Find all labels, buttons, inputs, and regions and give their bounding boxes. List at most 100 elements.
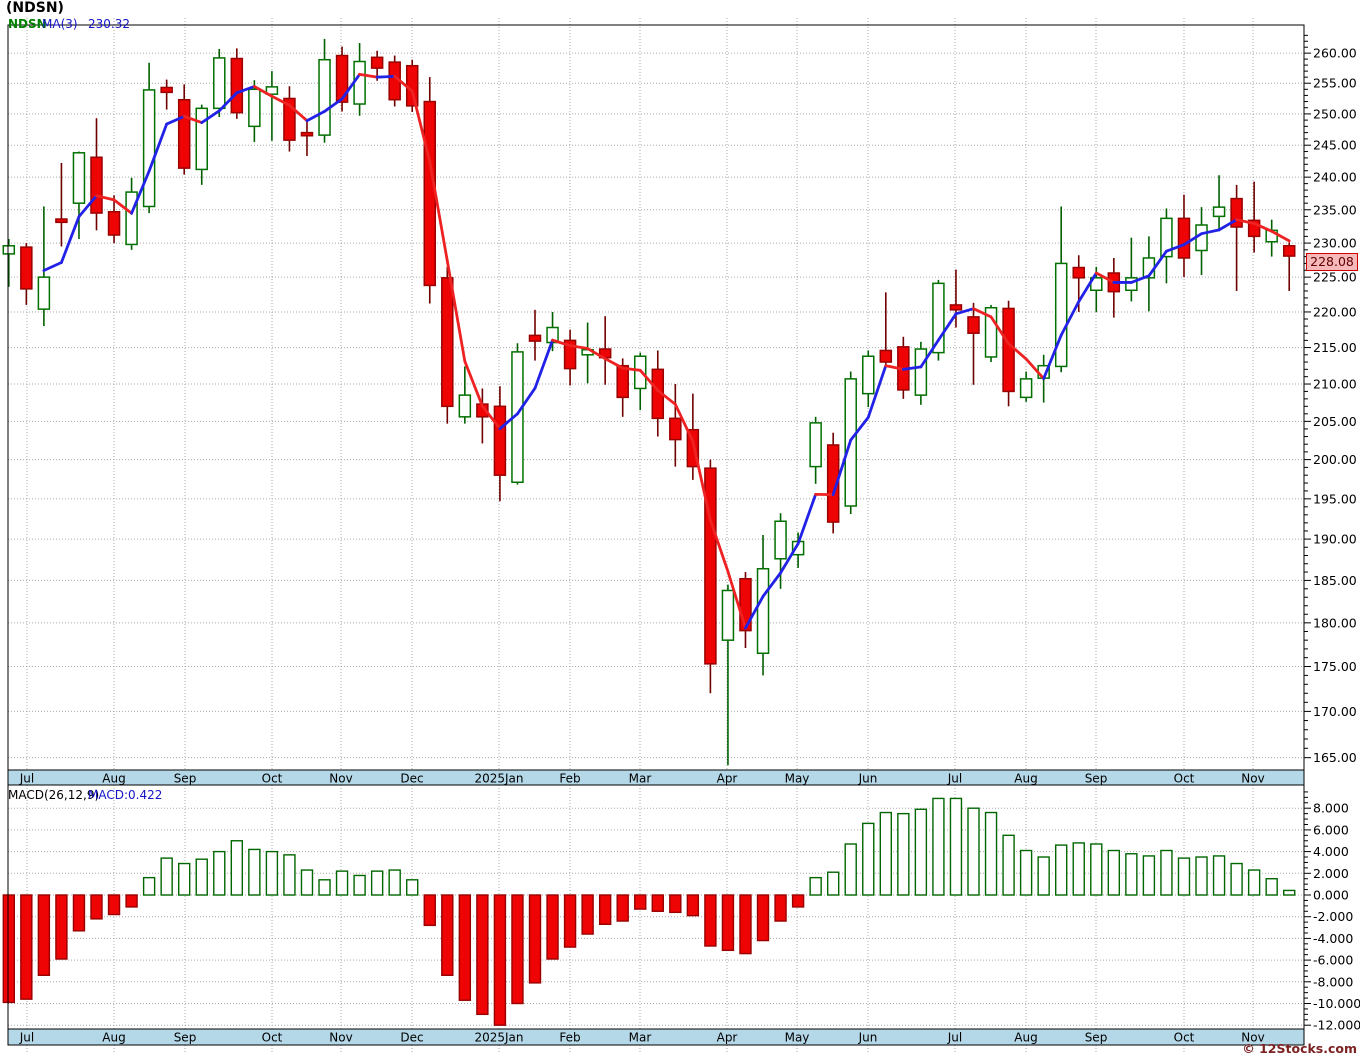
month-label: Sep: [174, 1031, 197, 1045]
month-label: Dec: [400, 772, 423, 786]
macd-bar: [862, 822, 875, 896]
macd-bar: [177, 862, 191, 896]
ma-segment: [95, 194, 116, 202]
macd-bar: [686, 894, 700, 917]
ma-segment: [480, 404, 502, 431]
price-panel-border: [7, 24, 1305, 771]
ma-segment: [1252, 222, 1274, 233]
month-label: Jun: [858, 1031, 878, 1045]
macd-bar: [388, 869, 401, 896]
price-axis-label: 185.00: [1313, 573, 1357, 588]
price-axis-label: 260.00: [1313, 46, 1357, 61]
candle-body-down: [90, 156, 103, 214]
month-label: Sep: [174, 772, 197, 786]
candle-body-up: [142, 89, 156, 208]
month-label: Aug: [102, 772, 125, 786]
ma-segment: [1147, 249, 1168, 278]
macd-bar: [37, 894, 51, 976]
ma-segment: [1059, 300, 1081, 337]
candle-body-up: [774, 520, 787, 560]
macd-bar: [335, 870, 349, 896]
ma-segment: [1077, 271, 1098, 304]
ma-segment: [235, 85, 256, 95]
candle-body-up: [756, 567, 770, 655]
ma-segment: [463, 359, 484, 408]
macd-bar: [107, 894, 121, 916]
candle-body-down: [1177, 217, 1191, 259]
macd-bar: [774, 894, 787, 922]
macd-axis-label: -10.000: [1313, 996, 1360, 1011]
month-label: Nov: [329, 1031, 352, 1045]
macd-bar: [1230, 862, 1243, 896]
macd-bar: [809, 876, 822, 896]
price-axis-label: 230.00: [1313, 236, 1357, 251]
macd-axis-label: 4.000: [1313, 844, 1349, 859]
macd-bar: [528, 894, 542, 984]
ma-segment: [130, 169, 151, 215]
month-label: Oct: [1174, 1031, 1195, 1045]
macd-bar: [20, 894, 33, 1000]
macd-axis-label: -12.000: [1313, 1018, 1360, 1033]
month-label: Sep: [1085, 1031, 1108, 1045]
candle-body-down: [1230, 197, 1243, 228]
ma-segment: [393, 74, 414, 93]
candle-body-down: [160, 86, 173, 94]
ma-segment: [1129, 274, 1151, 284]
macd-bar: [914, 808, 928, 896]
candle-body-up: [458, 394, 472, 418]
candle-body-down: [1002, 307, 1015, 393]
ma-segment: [954, 307, 975, 316]
price-axis-label: 235.00: [1313, 202, 1357, 217]
ma-segment: [989, 315, 1010, 346]
price-axis-label: 175.00: [1313, 659, 1357, 674]
candle-body-up: [125, 191, 138, 246]
candle-body-down: [826, 444, 840, 523]
macd-bar: [879, 811, 892, 896]
ma-segment: [1094, 271, 1116, 284]
candle-body-down: [55, 218, 68, 224]
macd-bar: [949, 797, 963, 896]
macd-bar: [1265, 878, 1278, 896]
candle-body-down: [1282, 245, 1296, 257]
ma-segment: [901, 365, 923, 371]
macd-bar: [406, 879, 419, 896]
ma-segment: [165, 114, 186, 126]
candle-body-down: [1247, 219, 1261, 238]
macd-bar: [283, 854, 296, 896]
month-label: Feb: [559, 772, 580, 786]
ma-segment: [375, 74, 397, 79]
candle-body-down: [107, 210, 121, 236]
candle-body-down: [739, 577, 752, 632]
macd-bar: [634, 894, 647, 910]
candle-body-down: [669, 417, 682, 441]
month-label: Oct: [262, 772, 283, 786]
ma-segment: [305, 110, 326, 123]
candle-body-down: [300, 131, 314, 137]
candle-body-down: [616, 364, 629, 399]
macd-bar: [1019, 849, 1033, 896]
ma-segment: [533, 338, 554, 390]
macd-axis-label: -4.000: [1313, 931, 1353, 946]
ma-segment: [937, 312, 958, 342]
macd-panel-labels: MACD(26,12,9) MACD:0.422: [8, 788, 162, 802]
ma-segment: [726, 570, 747, 630]
macd-bar: [423, 894, 436, 927]
ma-segment: [568, 344, 590, 350]
candle-body-down: [1072, 266, 1085, 279]
ma-segment: [586, 347, 607, 361]
ma-segment: [1182, 232, 1203, 247]
month-label: Mar: [629, 772, 652, 786]
candle-body-down: [177, 98, 191, 169]
ma-segment: [1270, 229, 1291, 243]
macd-bar: [1125, 853, 1138, 896]
ma-segment: [603, 357, 625, 370]
month-label: Jul: [19, 772, 34, 786]
macd-bar: [90, 894, 103, 920]
macd-bar: [1054, 844, 1068, 896]
ma-segment: [270, 94, 291, 107]
macd-bar: [984, 811, 998, 896]
last-price-tag: 228.08: [1306, 253, 1358, 272]
macd-axis-label: -8.000: [1313, 974, 1353, 989]
macd-bar: [511, 894, 524, 1005]
